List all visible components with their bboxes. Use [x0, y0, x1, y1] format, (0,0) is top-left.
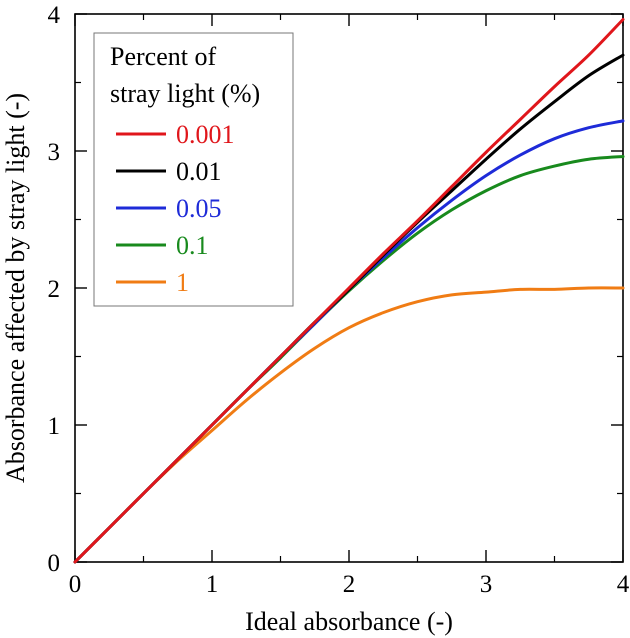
- legend-title-line1: Percent of: [110, 42, 216, 71]
- legend-label-0-001: 0.001: [176, 120, 235, 149]
- legend: Percent of stray light (%) 0.001 0.01 0.05…: [93, 32, 294, 307]
- y-tick-label: 0: [48, 550, 61, 577]
- axis-ticks: [74, 13, 624, 563]
- series-line-1: [73, 286, 625, 564]
- legend-title-line2: stray light (%): [110, 79, 260, 108]
- x-tick-label: 3: [480, 571, 493, 598]
- y-tick-label: 2: [48, 276, 61, 303]
- x-tick-label: 2: [343, 571, 356, 598]
- x-tick-label: 0: [69, 571, 82, 598]
- series-line-0-001: [73, 17, 625, 564]
- y-tick-label: 1: [48, 413, 61, 440]
- tick-labels: 0 1 2 3 4 0 1 2 3 4: [48, 2, 630, 598]
- x-tick-label: 1: [206, 571, 219, 598]
- y-tick-label: 3: [48, 139, 61, 166]
- x-axis-label: Ideal absorbance (-): [245, 607, 453, 636]
- series-lines: [73, 17, 625, 564]
- legend-label-0-05: 0.05: [176, 194, 222, 223]
- y-tick-label: 4: [48, 2, 61, 29]
- legend-label-1: 1: [176, 268, 189, 297]
- x-tick-label: 4: [617, 571, 630, 598]
- legend-entries: 0.001 0.01 0.05 0.1 1: [116, 120, 235, 297]
- legend-label-0-01: 0.01: [176, 157, 222, 186]
- y-axis-label: Absorbance affected by stray light (-): [1, 93, 30, 483]
- legend-label-0-1: 0.1: [176, 231, 209, 260]
